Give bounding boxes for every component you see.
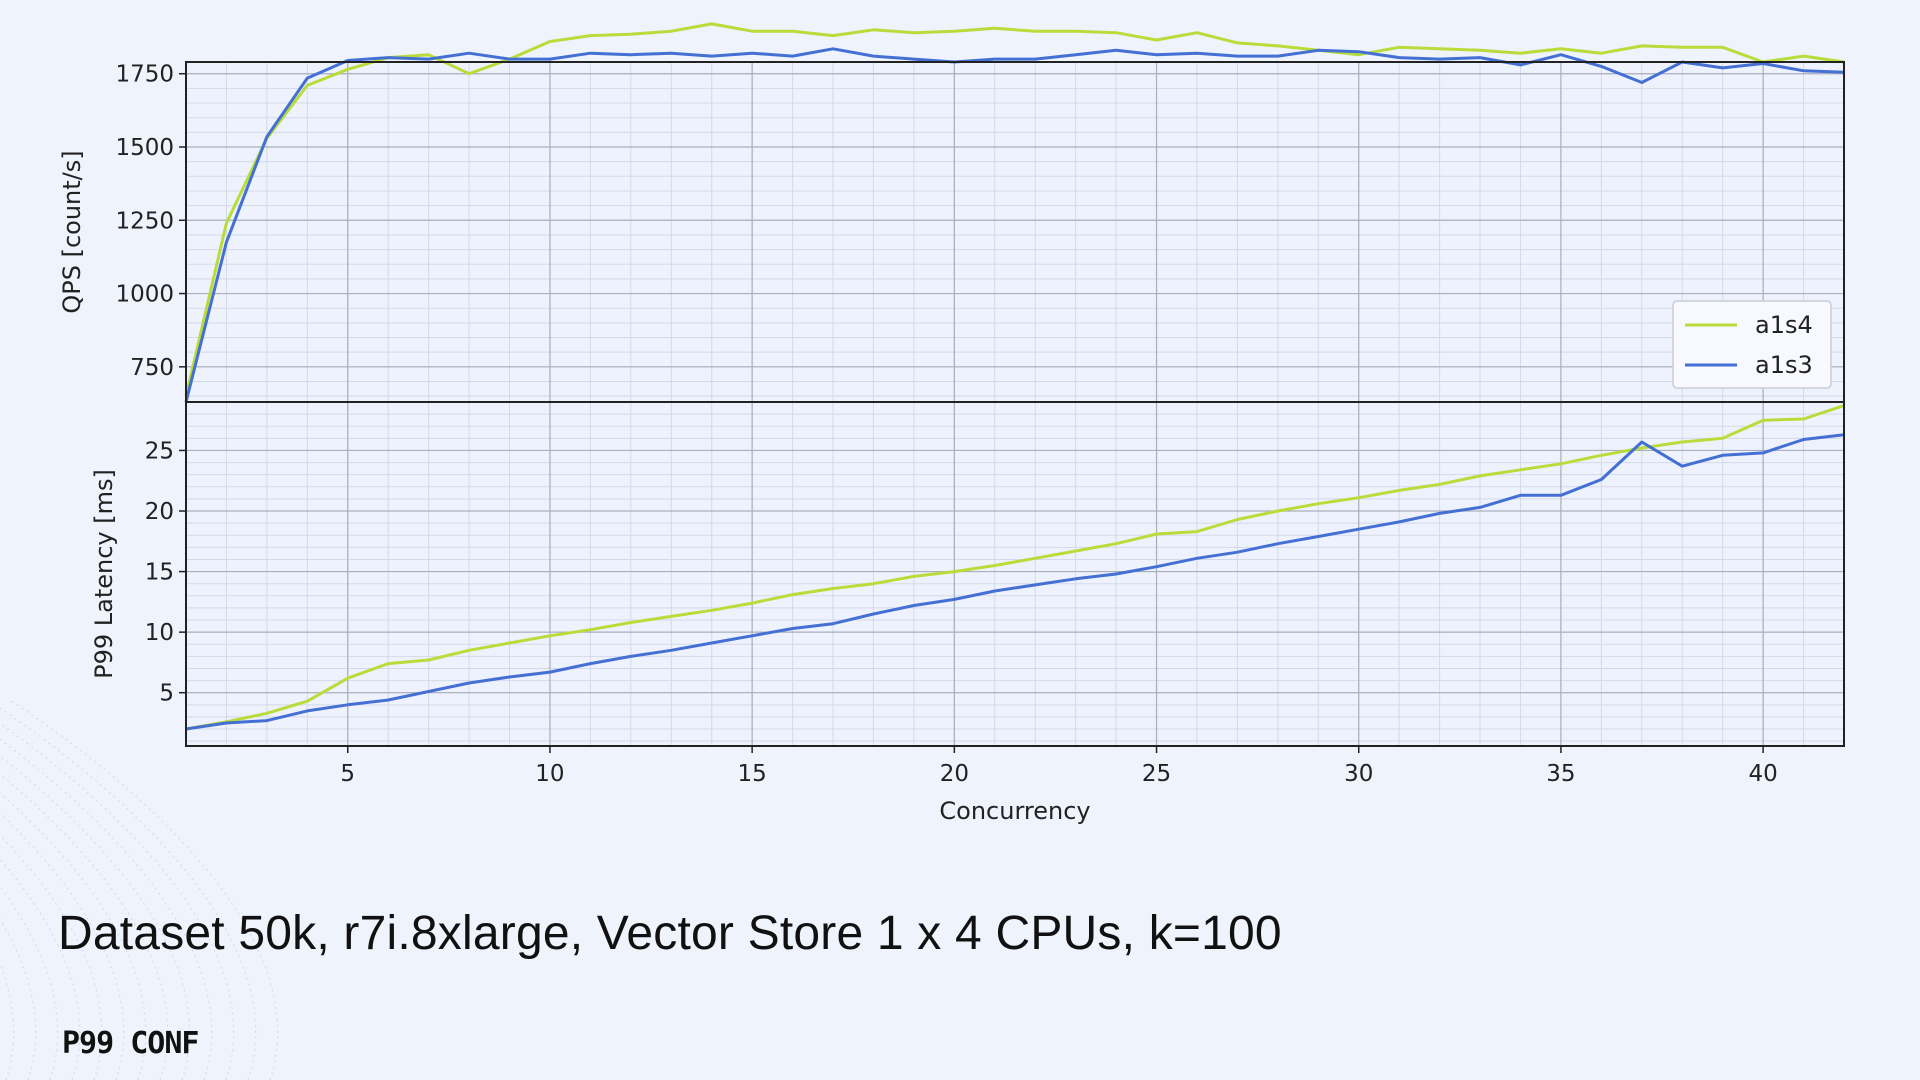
- chart-panel-2: 5 10 15 20 25 P99 Latency [ms] 5 10 15 20 25 30 35 40…: [90, 401, 1845, 825]
- slide-caption: Dataset 50k, r7i.8xlarge, Vector Store 1…: [58, 907, 1282, 960]
- y-tick-label: 10: [145, 620, 174, 646]
- x-tick-label: 20: [940, 761, 969, 787]
- background-curve: [0, 722, 235, 1080]
- x-tick-label: 35: [1546, 761, 1575, 787]
- x-tick-label: 10: [535, 761, 564, 787]
- background-curve: [0, 707, 257, 1080]
- series-line-a1s4: [185, 404, 1845, 731]
- x-tick-label: 25: [1142, 761, 1171, 787]
- y-axis-label: P99 Latency [ms]: [90, 469, 118, 679]
- series-line-a1s3: [185, 433, 1845, 731]
- y-axis-label: QPS [count/s]: [58, 150, 86, 313]
- legend-label-a1s3: a1s3: [1755, 351, 1813, 379]
- chart-panel-1: 750 1000 1250 1500 1750 QPS [count/s] a1s4 a1s3: [58, 22, 1845, 403]
- y-tick-label: 1000: [115, 282, 174, 308]
- x-axis-label: Concurrency: [939, 797, 1090, 825]
- background-curve: [0, 738, 213, 1080]
- x-tick-label: 30: [1344, 761, 1373, 787]
- x-tick-label: 5: [340, 761, 355, 787]
- plot-area: [186, 62, 1844, 402]
- series-line-a1s4: [184, 22, 1845, 397]
- y-tick-label: 15: [145, 560, 174, 586]
- legend-label-a1s4: a1s4: [1755, 311, 1813, 339]
- y-tick-label: 1250: [115, 208, 174, 234]
- y-tick-label: 5: [159, 681, 174, 707]
- conference-logo: P99 CONF: [62, 1026, 199, 1061]
- y-tick-label: 1750: [115, 62, 174, 88]
- plot-frame: [185, 401, 1845, 747]
- plot-area: [186, 402, 1844, 746]
- x-tick-label: 40: [1748, 761, 1777, 787]
- x-tick-label: 15: [738, 761, 767, 787]
- y-tick-label: 1500: [115, 135, 174, 161]
- y-tick-label: 20: [145, 499, 174, 525]
- background-curve: [9, 699, 279, 1080]
- series-line-a1s3: [184, 47, 1845, 403]
- y-tick-label: 25: [145, 438, 174, 464]
- y-tick-label: 750: [130, 355, 174, 381]
